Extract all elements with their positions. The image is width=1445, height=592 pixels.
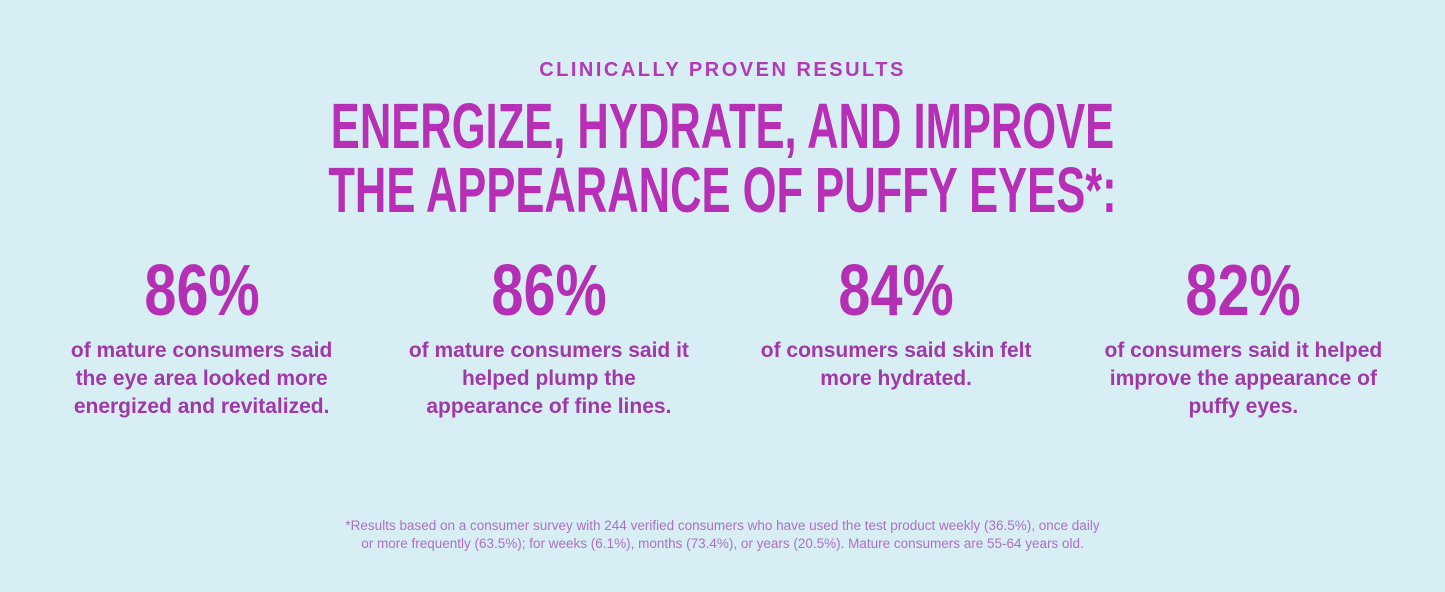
eyebrow-heading: CLINICALLY PROVEN RESULTS [539,59,906,81]
stat-value-fine-lines: 86% [491,251,607,331]
main-title-line-2: THE APPEARANCE OF PUFFY EYES*: [328,154,1117,226]
stat-value-energized: 86% [143,251,260,331]
stat-value-hydrated: 84% [838,251,954,331]
footnote: *Results based on a consumer survey with… [345,518,1100,551]
main-title: ENERGIZE, HYDRATE, AND IMPROVE THE APPEA… [0,94,1445,222]
stat-card-hydrated: 84% of consumers said skin felt more hyd… [723,255,1070,421]
main-title-line-1: ENERGIZE, HYDRATE, AND IMPROVE [330,90,1115,162]
stats-row: 86% of mature consumers said the eye are… [0,255,1445,421]
stat-description-hydrated: of consumers said skin felt more hydrate… [760,339,1032,390]
stat-description-puffy-eyes: of consumers said it helped improve the … [1104,339,1383,418]
stat-card-fine-lines: 86% of mature consumers said it helped p… [375,255,722,421]
stat-card-puffy-eyes: 82% of consumers said it helped improve … [1070,255,1417,421]
stat-description-energized: of mature consumers said the eye area lo… [70,339,333,418]
stat-card-energized: 86% of mature consumers said the eye are… [28,255,375,421]
stat-value-puffy-eyes: 82% [1185,251,1302,331]
stat-description-fine-lines: of mature consumers said it helped plump… [408,339,689,418]
